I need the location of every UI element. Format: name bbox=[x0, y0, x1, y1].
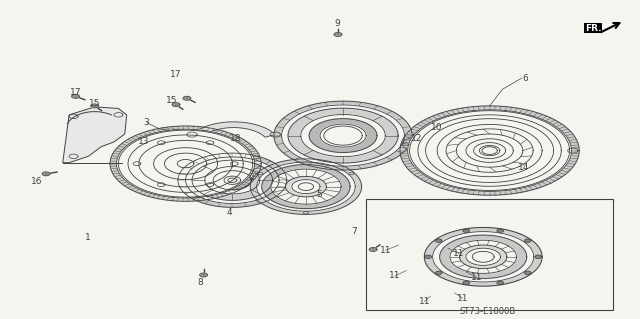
Polygon shape bbox=[446, 129, 533, 172]
Text: 14: 14 bbox=[518, 163, 529, 172]
Polygon shape bbox=[535, 255, 541, 258]
Bar bbox=[366, 199, 613, 310]
Polygon shape bbox=[440, 235, 527, 278]
Polygon shape bbox=[369, 248, 377, 251]
Text: 9: 9 bbox=[335, 19, 340, 28]
Polygon shape bbox=[288, 108, 398, 163]
Polygon shape bbox=[466, 248, 500, 265]
Polygon shape bbox=[425, 255, 431, 258]
Polygon shape bbox=[178, 153, 287, 207]
Polygon shape bbox=[118, 130, 253, 197]
Text: 7: 7 bbox=[351, 227, 356, 236]
Polygon shape bbox=[172, 103, 180, 107]
Text: 1: 1 bbox=[86, 233, 91, 242]
Polygon shape bbox=[463, 281, 469, 285]
Polygon shape bbox=[426, 119, 554, 182]
Polygon shape bbox=[301, 115, 385, 157]
Polygon shape bbox=[285, 176, 326, 197]
Text: 11: 11 bbox=[471, 273, 483, 282]
Polygon shape bbox=[436, 138, 444, 142]
Polygon shape bbox=[435, 239, 442, 242]
Text: 17: 17 bbox=[70, 88, 81, 97]
Polygon shape bbox=[271, 169, 341, 204]
Text: 2: 2 bbox=[249, 173, 254, 182]
Polygon shape bbox=[116, 129, 255, 198]
Polygon shape bbox=[403, 137, 431, 151]
Text: 5: 5 bbox=[316, 190, 321, 199]
Polygon shape bbox=[63, 107, 127, 163]
Polygon shape bbox=[200, 273, 207, 277]
Polygon shape bbox=[334, 33, 342, 36]
Polygon shape bbox=[42, 172, 50, 176]
Polygon shape bbox=[463, 229, 469, 232]
Polygon shape bbox=[424, 227, 542, 286]
Polygon shape bbox=[250, 159, 362, 214]
Text: 12: 12 bbox=[411, 134, 422, 143]
Text: 13: 13 bbox=[138, 137, 150, 146]
Polygon shape bbox=[139, 140, 232, 187]
Polygon shape bbox=[128, 135, 243, 192]
Polygon shape bbox=[525, 271, 531, 275]
Polygon shape bbox=[435, 271, 442, 275]
Polygon shape bbox=[183, 96, 191, 100]
Polygon shape bbox=[192, 160, 273, 200]
Polygon shape bbox=[433, 232, 534, 282]
Polygon shape bbox=[410, 141, 424, 148]
Polygon shape bbox=[224, 176, 241, 184]
Polygon shape bbox=[309, 119, 377, 152]
Text: 15: 15 bbox=[166, 96, 177, 105]
Polygon shape bbox=[262, 165, 350, 209]
Polygon shape bbox=[205, 167, 260, 194]
Text: 11: 11 bbox=[453, 249, 465, 258]
Polygon shape bbox=[460, 245, 507, 269]
Text: 11: 11 bbox=[389, 271, 401, 280]
Polygon shape bbox=[257, 162, 355, 211]
Polygon shape bbox=[186, 157, 279, 204]
Text: 11: 11 bbox=[380, 246, 391, 255]
Polygon shape bbox=[482, 147, 497, 154]
Text: ST73-E1800B: ST73-E1800B bbox=[460, 308, 516, 316]
Text: 11: 11 bbox=[457, 294, 468, 303]
Text: 18: 18 bbox=[230, 134, 241, 143]
Text: 3: 3 bbox=[143, 118, 148, 127]
Polygon shape bbox=[474, 143, 506, 159]
Polygon shape bbox=[497, 281, 504, 285]
Polygon shape bbox=[408, 110, 572, 191]
Text: 11: 11 bbox=[419, 297, 430, 306]
Polygon shape bbox=[72, 94, 79, 98]
Text: 6: 6 bbox=[522, 74, 527, 83]
Text: FR.: FR. bbox=[585, 24, 602, 33]
Text: 10: 10 bbox=[431, 123, 443, 132]
Text: 16: 16 bbox=[31, 177, 43, 186]
Polygon shape bbox=[418, 115, 561, 186]
Polygon shape bbox=[437, 124, 542, 177]
Polygon shape bbox=[274, 101, 412, 170]
Polygon shape bbox=[164, 153, 207, 174]
Text: 15: 15 bbox=[89, 99, 100, 108]
Polygon shape bbox=[320, 124, 366, 147]
Polygon shape bbox=[466, 139, 513, 162]
Polygon shape bbox=[213, 171, 252, 190]
Polygon shape bbox=[410, 111, 570, 190]
Polygon shape bbox=[525, 239, 531, 242]
Text: 8: 8 bbox=[198, 278, 203, 287]
Polygon shape bbox=[91, 104, 99, 108]
Polygon shape bbox=[177, 160, 194, 168]
Polygon shape bbox=[400, 106, 579, 195]
Polygon shape bbox=[192, 122, 275, 137]
Polygon shape bbox=[497, 229, 504, 232]
Polygon shape bbox=[110, 126, 261, 201]
Polygon shape bbox=[450, 240, 516, 273]
Polygon shape bbox=[456, 134, 523, 167]
Polygon shape bbox=[282, 105, 404, 166]
Polygon shape bbox=[154, 148, 218, 180]
Text: 17: 17 bbox=[170, 70, 182, 79]
Text: 4: 4 bbox=[227, 208, 232, 217]
Polygon shape bbox=[292, 180, 320, 194]
